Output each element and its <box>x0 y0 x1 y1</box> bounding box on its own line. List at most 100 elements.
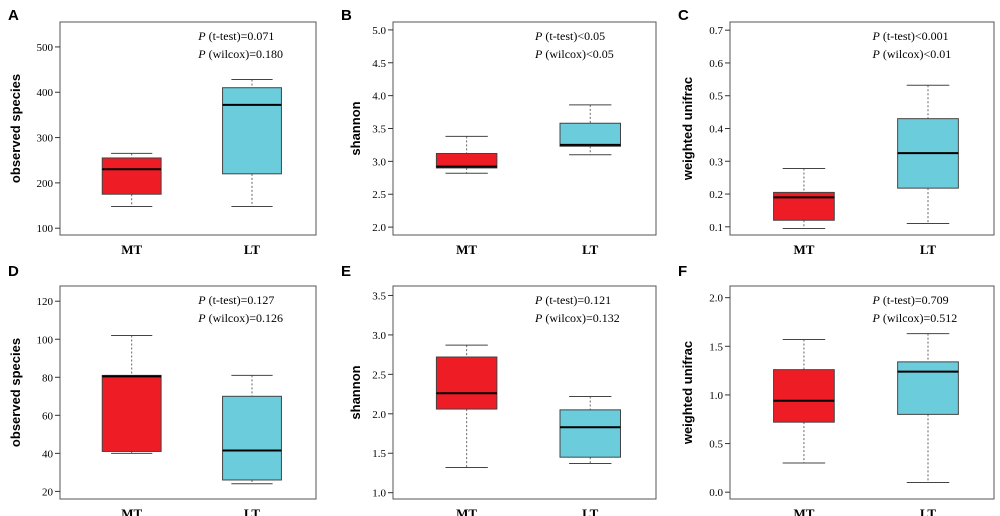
p-symbol: P <box>197 29 206 43</box>
p-value-text: (t-test)=0.071 <box>206 29 275 43</box>
panel-letter: F <box>678 263 687 280</box>
y-tick-label: 3.0 <box>372 156 386 168</box>
y-tick-label: 1.5 <box>372 448 386 460</box>
x-category-label: LT <box>244 242 260 257</box>
y-tick-label: 1.0 <box>372 488 386 500</box>
p-value-annotation: P (t-test)=0.709 <box>872 293 949 307</box>
y-tick-label: 0.6 <box>709 58 723 70</box>
p-value-annotation: P (wilcox)<0.01 <box>872 47 952 61</box>
y-tick-label: 60 <box>42 410 54 422</box>
y-tick-label: 20 <box>42 486 54 498</box>
p-symbol: P <box>197 293 206 307</box>
p-symbol: P <box>534 47 543 61</box>
y-tick-label: 100 <box>37 334 54 346</box>
y-axis-label: weighted unifrac <box>680 77 695 181</box>
y-tick-label: 0.0 <box>709 487 723 499</box>
x-category-label: LT <box>920 506 936 516</box>
iqr-box <box>559 122 621 147</box>
x-category-label: LT <box>920 242 936 257</box>
p-value-text: (wilcox)<0.05 <box>542 47 613 61</box>
p-symbol: P <box>872 29 881 43</box>
y-axis-label: shannon <box>348 365 363 419</box>
plot-frame <box>729 285 995 500</box>
box-mt <box>773 167 835 229</box>
p-value-annotation: P (wilcox)=0.126 <box>197 311 283 325</box>
p-value-text: (wilcox)=0.126 <box>206 311 283 325</box>
p-value-annotation: P (wilcox)=0.512 <box>872 311 958 325</box>
y-tick-label: 0.1 <box>709 222 723 234</box>
p-symbol: P <box>534 311 543 325</box>
y-tick-label: 1.0 <box>709 390 723 402</box>
iqr-box <box>773 369 835 423</box>
y-tick-label: 100 <box>37 223 54 235</box>
box-mt <box>435 135 498 174</box>
p-symbol: P <box>197 311 206 325</box>
box-mt <box>101 334 162 454</box>
y-tick-label: 3.0 <box>372 330 386 342</box>
y-axis-label: weighted unifrac <box>680 341 695 445</box>
y-tick-label: 40 <box>42 448 54 460</box>
p-value-annotation: P (t-test)=0.127 <box>197 293 274 307</box>
p-symbol: P <box>534 29 543 43</box>
y-tick-label: 2.0 <box>372 222 386 234</box>
y-tick-label: 0.4 <box>709 124 723 136</box>
p-symbol: P <box>872 311 881 325</box>
y-tick-label: 2.0 <box>372 409 386 421</box>
y-tick-label: 0.2 <box>709 189 723 201</box>
iqr-box <box>435 152 498 169</box>
box-mt <box>773 338 835 464</box>
iqr-box <box>101 157 162 195</box>
p-value-annotation: P (t-test)<0.05 <box>534 29 605 43</box>
y-tick-label: 120 <box>37 296 54 308</box>
y-tick-label: 4.0 <box>372 91 386 103</box>
plot-frame <box>59 285 317 500</box>
box-lt <box>222 374 282 485</box>
p-value-annotation: P (t-test)<0.001 <box>872 29 949 43</box>
panel-letter: C <box>678 7 689 24</box>
x-category-label: LT <box>582 506 598 516</box>
y-axis-label: observed species <box>8 74 23 183</box>
p-value-annotation: P (wilcox)<0.05 <box>534 47 614 61</box>
p-symbol: P <box>872 47 881 61</box>
y-axis-label: shannon <box>348 101 363 155</box>
p-value-annotation: P (t-test)=0.071 <box>197 29 274 43</box>
p-value-text: (t-test)=0.121 <box>542 293 611 307</box>
y-tick-label: 3.5 <box>372 124 386 136</box>
y-tick-label: 3.5 <box>372 290 386 302</box>
y-tick-label: 200 <box>37 178 54 190</box>
p-symbol: P <box>534 293 543 307</box>
x-category-label: LT <box>582 242 598 257</box>
y-axis-label: observed species <box>8 338 23 447</box>
panel-letter: A <box>8 7 19 24</box>
x-category-label: MT <box>793 506 814 516</box>
y-tick-label: 5.0 <box>372 25 386 37</box>
y-tick-label: 2.5 <box>372 189 386 201</box>
y-tick-label: 2.0 <box>709 293 723 305</box>
y-tick-label: 300 <box>37 133 54 145</box>
y-tick-label: 80 <box>42 372 54 384</box>
y-tick-label: 0.5 <box>709 91 723 103</box>
x-category-label: MT <box>793 242 814 257</box>
y-tick-label: 1.5 <box>709 341 723 353</box>
p-value-text: (t-test)=0.709 <box>880 293 949 307</box>
panel-letter: D <box>8 263 19 280</box>
p-value-text: (wilcox)=0.180 <box>206 47 283 61</box>
x-category-label: MT <box>456 506 477 516</box>
plot-frame <box>392 285 657 500</box>
p-value-annotation: P (wilcox)=0.180 <box>197 47 283 61</box>
x-category-label: LT <box>244 506 260 516</box>
p-value-text: (wilcox)=0.132 <box>542 311 619 325</box>
y-tick-label: 500 <box>37 42 54 54</box>
box-mt <box>435 344 498 468</box>
p-value-annotation: P (wilcox)=0.132 <box>534 311 620 325</box>
x-category-label: MT <box>456 242 477 257</box>
y-tick-label: 4.5 <box>372 58 386 70</box>
box-lt <box>222 79 282 207</box>
p-value-text: (t-test)=0.127 <box>206 293 275 307</box>
y-tick-label: 2.5 <box>372 369 386 381</box>
